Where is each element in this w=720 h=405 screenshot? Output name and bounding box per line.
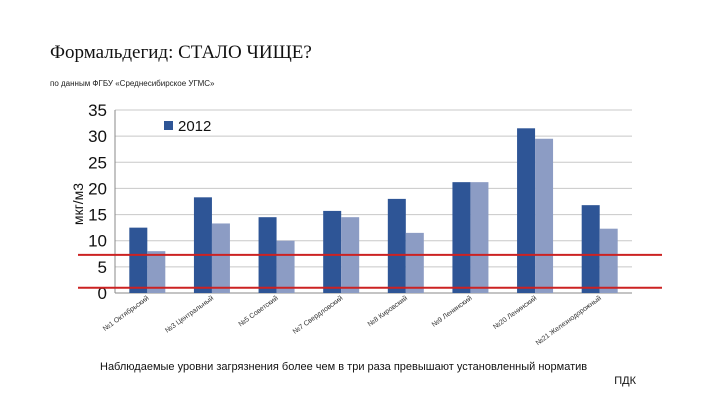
bar — [535, 138, 554, 293]
y-axis-label: мкг/м3 — [70, 183, 86, 225]
x-tick-label: №1 Октябрьский — [101, 294, 150, 333]
x-tick-label: №5 Советский — [237, 294, 280, 328]
bar — [405, 232, 424, 293]
legend-swatch — [164, 121, 173, 130]
bar — [470, 182, 489, 293]
bar — [581, 205, 600, 293]
y-tick-label: 15 — [88, 206, 107, 225]
slide-subtitle: по данным ФГБУ «Среднесибирское УГМС» — [50, 79, 215, 88]
bar — [276, 240, 295, 293]
x-tick-label: №3 Центральный — [164, 294, 216, 335]
bar — [387, 198, 406, 293]
bar — [147, 251, 166, 293]
bar — [599, 228, 618, 293]
x-tick-label: №7 Свердловский — [291, 294, 344, 336]
y-tick-label: 10 — [88, 232, 107, 251]
footnote: Наблюдаемые уровни загрязнения более чем… — [100, 360, 636, 388]
slide-title: Формальдегид: СТАЛО ЧИЩЕ? — [50, 42, 312, 63]
footnote-line-1: Наблюдаемые уровни загрязнения более чем… — [100, 361, 588, 373]
bar — [193, 197, 212, 293]
bar — [129, 227, 148, 293]
bar — [211, 223, 230, 293]
y-tick-label: 20 — [88, 179, 107, 198]
y-tick-label: 35 — [88, 101, 107, 120]
x-tick-label: №9 Ленинский — [430, 294, 473, 329]
bar — [517, 128, 536, 293]
footnote-line-2: ПДК — [614, 375, 636, 387]
legend-label: 2012 — [178, 118, 211, 135]
y-tick-label: 0 — [98, 284, 107, 303]
bar — [323, 210, 342, 293]
bar — [452, 182, 471, 293]
x-tick-label: №8 Кировский — [366, 294, 409, 328]
y-tick-label: 5 — [98, 258, 107, 277]
y-tick-label: 25 — [88, 153, 107, 172]
x-tick-label: №21 Железнодорожный — [534, 294, 603, 347]
x-tick-label: №20 Ленинский — [492, 294, 539, 331]
y-tick-label: 30 — [88, 127, 107, 146]
